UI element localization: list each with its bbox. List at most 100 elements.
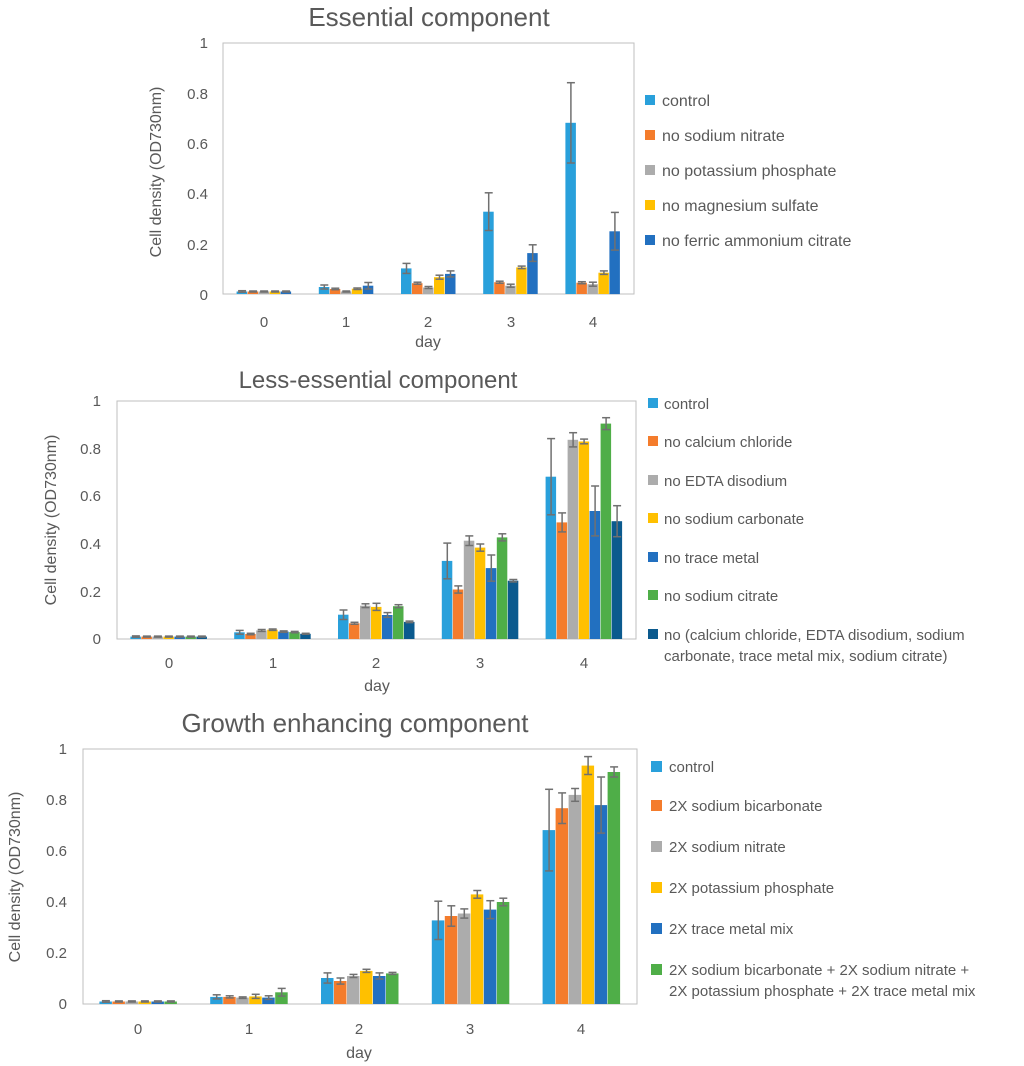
y-tick-label: 0.4 [80, 536, 101, 553]
x-tick-labels: 0 1 2 3 4 [165, 655, 588, 672]
legend-swatch [645, 200, 655, 210]
bar [362, 285, 374, 294]
y-tick-labels: 0 0.2 0.4 0.6 0.8 1 [187, 35, 208, 304]
legend-label: 2X sodium bicarbonate [669, 798, 822, 815]
y-tick-label: 0.4 [46, 894, 67, 911]
bar [382, 615, 393, 639]
x-tick-label: 1 [342, 314, 350, 331]
x-tick-label: 0 [134, 1021, 142, 1038]
bar [329, 289, 341, 294]
legend-label: no sodium carbonate [664, 511, 804, 528]
x-tick-label: 2 [424, 314, 432, 331]
bar [587, 284, 598, 294]
y-tick-label: 0.8 [187, 86, 208, 103]
x-tick-labels: 0 1 2 3 4 [260, 314, 597, 331]
bar [278, 631, 289, 639]
bar [431, 920, 445, 1004]
x-tick-label: 4 [589, 314, 597, 331]
legend-swatch [645, 95, 655, 105]
legend-label: no magnesium sulfate [662, 198, 819, 215]
y-tick-labels: 0 0.2 0.4 0.6 0.8 1 [46, 741, 67, 1013]
legend-label: 2X sodium bicarbonate + 2X sodium nitrat… [669, 962, 976, 1000]
y-tick-label: 1 [200, 35, 208, 52]
legend: control no calcium chloride no EDTA diso… [648, 396, 965, 665]
y-tick-label: 0 [200, 287, 208, 304]
bar [386, 973, 399, 1004]
chart-title: Less-essential component [239, 367, 518, 394]
legend-label: control [664, 396, 709, 413]
bar [338, 614, 349, 639]
y-tick-label: 0.6 [46, 843, 67, 860]
bar [236, 997, 249, 1004]
bar [609, 231, 620, 295]
bar [494, 282, 505, 294]
bar [474, 547, 486, 639]
legend-label-line: no (calcium chloride, EDTA disodium, sod… [664, 627, 965, 644]
legend-swatch [645, 235, 655, 245]
bar [262, 997, 275, 1004]
legend-label: no EDTA disodium [664, 473, 787, 490]
bar [483, 211, 494, 294]
legend: control no sodium nitrate no potassium p… [645, 93, 851, 250]
legend-label: no sodium citrate [664, 588, 778, 605]
bar [556, 522, 568, 639]
bars-group [117, 416, 636, 640]
x-tick-label: 4 [580, 655, 588, 672]
bar [371, 606, 382, 639]
bar [434, 277, 445, 294]
y-tick-label: 0.2 [80, 584, 101, 601]
x-axis-title: day [364, 678, 390, 695]
bar [463, 540, 475, 639]
bar [412, 283, 423, 294]
bar [256, 630, 267, 639]
bar [318, 287, 330, 294]
bar [594, 805, 608, 1004]
bars-group [223, 81, 634, 295]
legend-label: 2X potassium phosphate [669, 880, 834, 897]
bar [223, 996, 236, 1004]
x-tick-label: 0 [260, 314, 268, 331]
legend-label-line: 2X sodium bicarbonate + 2X sodium nitrat… [669, 962, 969, 979]
bar [445, 273, 456, 294]
x-tick-label: 3 [476, 655, 484, 672]
bar [423, 287, 434, 294]
bar [334, 981, 347, 1004]
legend-label: control [669, 759, 714, 776]
bar [347, 976, 360, 1004]
bar [289, 632, 300, 639]
legend-swatch [648, 436, 658, 446]
bar [565, 122, 576, 294]
legend-swatch [651, 841, 662, 852]
x-tick-label: 0 [165, 655, 173, 672]
legend-swatch [651, 761, 662, 772]
bar [567, 439, 579, 639]
bar [360, 970, 373, 1004]
x-tick-label: 1 [245, 1021, 253, 1038]
bar [234, 632, 245, 639]
y-tick-label: 0 [59, 996, 67, 1013]
bar [401, 268, 412, 294]
bar [505, 285, 516, 294]
y-tick-label: 0.6 [80, 488, 101, 505]
x-tick-label: 2 [355, 1021, 363, 1038]
bar [444, 916, 458, 1004]
x-tick-label: 2 [372, 655, 380, 672]
legend-label: no potassium phosphate [662, 163, 836, 180]
bar [568, 794, 582, 1004]
legend-label: no calcium chloride [664, 434, 792, 451]
x-tick-label: 3 [507, 314, 515, 331]
bar [245, 634, 256, 639]
legend-swatch [648, 398, 658, 408]
bar [404, 621, 415, 639]
y-axis-title: Cell density (OD730nm) [43, 435, 60, 606]
legend-swatch [651, 923, 662, 934]
bar [457, 913, 471, 1004]
chart-growth-enhancing: Growth enhancing component 0 0.2 0.4 0.6… [7, 708, 976, 1062]
bar [598, 272, 609, 294]
bar [578, 441, 590, 639]
legend-label-line: carbonate, trace metal mix, sodium citra… [664, 648, 947, 665]
y-tick-label: 1 [93, 393, 101, 410]
y-tick-label: 0 [93, 631, 101, 648]
y-axis-title: Cell density (OD730nm) [148, 87, 165, 258]
